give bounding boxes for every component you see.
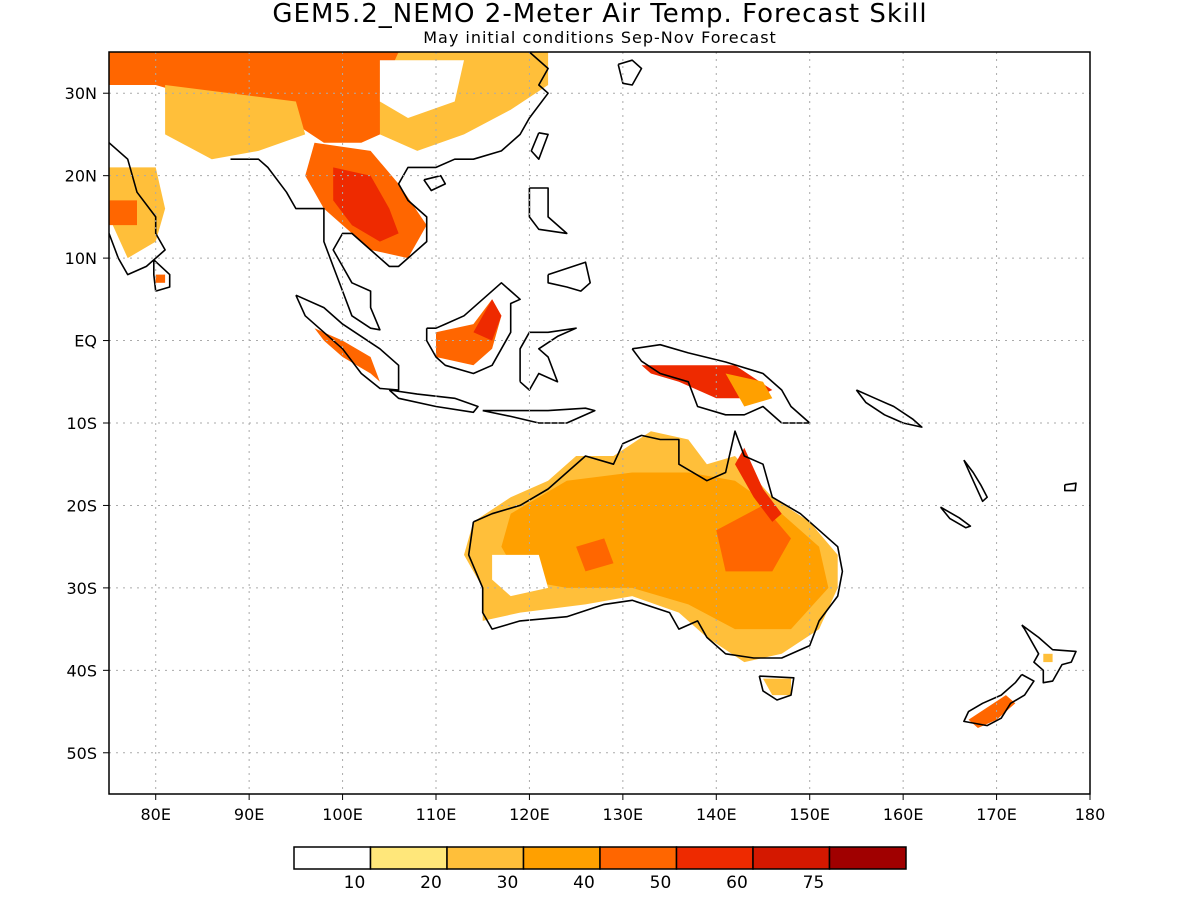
coastline-japan-kyushu <box>617 59 643 86</box>
colorbar-label: 60 <box>726 873 748 893</box>
tick-label-lon: 150E <box>789 805 830 824</box>
tick-label-lat: 20N <box>65 167 97 186</box>
coastline-borneo <box>425 281 521 375</box>
coastline-asia-east <box>230 52 549 331</box>
gridlines <box>109 52 1090 794</box>
coastline-new-caledonia <box>939 506 972 529</box>
tick-label-lat: EQ <box>74 332 97 351</box>
tick-label-lat: 10N <box>65 249 97 268</box>
tick-label-lon: 180 <box>1075 805 1106 824</box>
coastline-sri-lanka <box>153 259 171 292</box>
skill-region-australia-clear-w <box>492 554 549 597</box>
tick-label-lat: 50S <box>66 744 97 763</box>
colorbar-segment <box>522 846 601 870</box>
coastline-sumatra <box>295 294 400 391</box>
coastline-taiwan <box>530 132 549 160</box>
colorbar-segment <box>293 846 372 870</box>
skill-region-australia-west <box>576 538 614 572</box>
colorbar-segment <box>828 846 907 870</box>
tick-label-lon: 170E <box>976 805 1017 824</box>
skill-region-nz-south <box>968 695 1016 728</box>
tick-label-lon: 120E <box>509 805 550 824</box>
skill-region-china-clear <box>379 60 464 118</box>
coastline-hainan <box>423 174 447 192</box>
coastline-vanuatu <box>963 459 989 503</box>
tick-label-lat: 20S <box>66 496 97 515</box>
coastline-philippines-mindanao <box>547 261 592 292</box>
coastline-fiji <box>1064 482 1077 492</box>
coastlines <box>109 52 1077 727</box>
coastline-philippines-luzon <box>528 187 568 235</box>
tick-label-lon: 110E <box>416 805 457 824</box>
coastline-java <box>388 389 479 414</box>
skill-region-india-spot <box>109 200 137 226</box>
skill-region-india-west <box>109 167 166 259</box>
tick-label-lon: 90E <box>234 805 264 824</box>
chart-title: GEM5.2_NEMO 2-Meter Air Temp. Forecast S… <box>272 0 928 29</box>
colorbar-segment <box>369 846 448 870</box>
colorbar-label: 75 <box>803 873 825 893</box>
skill-region-tasmania <box>763 678 791 696</box>
skill-region-new-guinea-2 <box>725 373 773 407</box>
axis-ticks: 80E 90E 100E 110E 120E 130E 140E 150E 160E 170E 18… <box>65 84 1106 824</box>
skill-shading <box>109 52 1053 728</box>
tick-label-lon: 130E <box>603 805 644 824</box>
tick-label-lat: 40S <box>66 661 97 680</box>
coastline-lesser-sundas <box>482 407 596 424</box>
colorbar-segment <box>752 846 831 870</box>
skill-region-nz-north <box>1043 653 1053 663</box>
skill-region-india-north <box>165 85 306 160</box>
colorbar-segment <box>675 846 754 870</box>
colorbar-label: 10 <box>344 873 366 893</box>
skill-region-queensland-red <box>735 447 782 522</box>
tick-label-lon: 160E <box>883 805 924 824</box>
coastline-australia <box>467 430 844 659</box>
tick-label-lon: 80E <box>140 805 170 824</box>
coastline-tasmania <box>758 675 795 701</box>
chart-subtitle: May initial conditions Sep-Nov Forecast <box>423 28 777 47</box>
skill-region-borneo-core <box>473 299 502 341</box>
skill-region-sri-lanka <box>155 274 166 283</box>
colorbar: 10 20 30 40 50 60 75 <box>293 846 907 893</box>
coastline-nz-north <box>1021 624 1077 684</box>
coastline-nz-south <box>963 673 1035 727</box>
skill-region-indochina-core <box>333 167 399 242</box>
colorbar-label: 40 <box>573 873 595 893</box>
skill-region-australia-mid <box>501 472 829 630</box>
skill-region-australia-core <box>716 505 791 572</box>
coastline-solomons <box>855 389 923 428</box>
tick-label-lon: 140E <box>696 805 737 824</box>
colorbar-label: 50 <box>650 873 672 893</box>
tick-label-lon: 100E <box>322 805 363 824</box>
tick-label-lat: 10S <box>66 414 97 433</box>
colorbar-segment <box>599 846 678 870</box>
colorbar-label: 20 <box>420 873 442 893</box>
coastline-asia-mainland <box>109 142 166 276</box>
tick-label-lat: 30N <box>65 84 97 103</box>
coastline-sulawesi <box>519 327 577 391</box>
tick-label-lat: 30S <box>66 579 97 598</box>
colorbar-segment <box>446 846 525 870</box>
colorbar-label: 30 <box>497 873 519 893</box>
